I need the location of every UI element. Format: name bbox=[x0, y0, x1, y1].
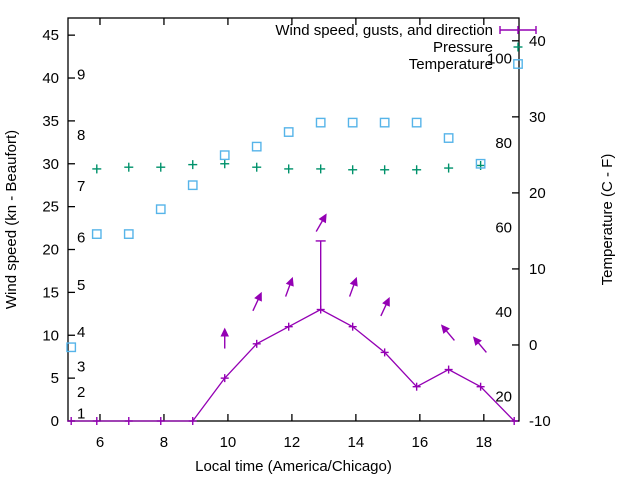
y-tick-label: 10 bbox=[42, 327, 59, 344]
y-tick-label: 40 bbox=[42, 70, 59, 87]
fahrenheit-label: 60 bbox=[495, 220, 512, 237]
legend-label-1: Wind speed, gusts, and direction bbox=[275, 22, 493, 39]
pressure-marker bbox=[348, 165, 358, 175]
y2-tick-label: -10 bbox=[529, 413, 551, 430]
wind-direction-arrow bbox=[315, 213, 327, 232]
beaufort-label: 6 bbox=[77, 230, 85, 247]
pressure-marker bbox=[124, 162, 134, 172]
wind-speed-marker bbox=[252, 339, 261, 348]
gust-errorbar bbox=[315, 240, 326, 310]
pressure-marker bbox=[252, 162, 262, 172]
wind-speed-marker bbox=[124, 417, 133, 425]
y2-axis-title: Temperature (C - F) bbox=[599, 154, 616, 286]
fahrenheit-label: 40 bbox=[495, 304, 512, 321]
temperature-marker bbox=[123, 229, 134, 239]
pressure-marker bbox=[92, 164, 102, 174]
y-tick-label: 25 bbox=[42, 199, 59, 216]
pressure-marker bbox=[412, 165, 422, 175]
x-tick-label: 10 bbox=[220, 434, 237, 451]
pressure-marker bbox=[156, 162, 166, 172]
pressure-marker bbox=[316, 164, 326, 174]
temperature-marker bbox=[283, 127, 294, 137]
x-tick-label: 18 bbox=[475, 434, 492, 451]
temperature-marker bbox=[66, 342, 77, 353]
fahrenheit-label: 20 bbox=[495, 389, 512, 406]
y-tick-label: 20 bbox=[42, 242, 59, 259]
temperature-marker bbox=[411, 117, 422, 128]
temperature-marker bbox=[91, 229, 102, 239]
temperature-marker bbox=[475, 158, 486, 169]
wind-direction-arrow bbox=[252, 291, 262, 312]
beaufort-label: 9 bbox=[77, 67, 85, 84]
wind-direction-arrow bbox=[380, 297, 390, 317]
wind-speed-marker bbox=[412, 382, 421, 391]
wind-speed-marker bbox=[348, 322, 357, 331]
wind-speed-marker bbox=[284, 322, 293, 331]
beaufort-label: 5 bbox=[77, 277, 85, 294]
y2-tick-label: 40 bbox=[529, 33, 546, 50]
x-tick-label: 16 bbox=[412, 434, 429, 451]
legend-symbol-pressure bbox=[513, 42, 523, 52]
fahrenheit-label: 100 bbox=[487, 51, 512, 68]
pressure-marker bbox=[444, 163, 454, 173]
y-tick-label: 35 bbox=[42, 113, 59, 130]
y2-tick-label: 30 bbox=[529, 109, 546, 126]
temperature-marker bbox=[443, 133, 454, 143]
wind-speed-marker bbox=[510, 417, 519, 425]
x-tick-label: 14 bbox=[348, 434, 365, 451]
temperature-marker bbox=[379, 117, 390, 128]
temperature-marker bbox=[347, 117, 358, 128]
temperature-marker bbox=[219, 150, 230, 161]
legend-symbol-wind bbox=[499, 26, 537, 34]
wind-speed-marker bbox=[156, 417, 165, 425]
plot-frame bbox=[67, 17, 520, 422]
legend-symbol-temperature bbox=[513, 59, 523, 69]
y2-tick-label: 20 bbox=[529, 185, 546, 202]
temperature-marker bbox=[315, 117, 326, 128]
y2-tick-label: 10 bbox=[529, 261, 546, 278]
pressure-marker bbox=[188, 160, 198, 170]
beaufort-label: 1 bbox=[77, 405, 85, 422]
x-tick-label: 8 bbox=[160, 434, 168, 451]
wind-direction-arrow bbox=[348, 276, 358, 297]
wind-speed-marker bbox=[92, 417, 101, 425]
wind-speed-marker bbox=[380, 348, 389, 357]
legend-label-3: Temperature bbox=[409, 56, 493, 73]
wind-speed-marker bbox=[188, 417, 197, 425]
wind-speed-marker bbox=[476, 382, 485, 391]
beaufort-label: 2 bbox=[77, 384, 85, 401]
fahrenheit-label: 80 bbox=[495, 135, 512, 152]
wind-direction-arrow bbox=[284, 276, 294, 297]
x-tick-label: 6 bbox=[96, 434, 104, 451]
temperature-marker bbox=[251, 141, 262, 152]
temperature-marker bbox=[155, 204, 166, 215]
beaufort-label: 8 bbox=[77, 127, 85, 144]
y-tick-label: 5 bbox=[51, 370, 59, 387]
wind-speed-marker bbox=[444, 365, 453, 374]
y-tick-label: 45 bbox=[42, 27, 59, 44]
beaufort-label: 4 bbox=[77, 324, 85, 341]
temperature-marker bbox=[187, 180, 198, 191]
beaufort-label: 7 bbox=[77, 178, 85, 195]
wind-direction-arrow bbox=[440, 324, 455, 341]
y-tick-label: 30 bbox=[42, 156, 59, 173]
wind-direction-arrow bbox=[472, 336, 487, 353]
pressure-marker bbox=[284, 164, 294, 174]
legend-label-2: Pressure bbox=[433, 39, 493, 56]
y-tick-label: 0 bbox=[51, 413, 59, 430]
x-axis-title: Local time (America/Chicago) bbox=[195, 458, 392, 475]
wind-speed-marker bbox=[67, 417, 76, 425]
pressure-marker bbox=[380, 165, 390, 175]
y2-tick-label: 0 bbox=[529, 337, 537, 354]
wind-direction-arrow bbox=[220, 327, 229, 349]
wind-speed-marker bbox=[220, 374, 229, 383]
y-axis-title: Wind speed (kn - Beaufort) bbox=[3, 130, 20, 309]
x-tick-label: 12 bbox=[284, 434, 301, 451]
y-tick-label: 15 bbox=[42, 284, 59, 301]
pressure-marker bbox=[220, 159, 230, 169]
beaufort-label: 3 bbox=[77, 358, 85, 375]
